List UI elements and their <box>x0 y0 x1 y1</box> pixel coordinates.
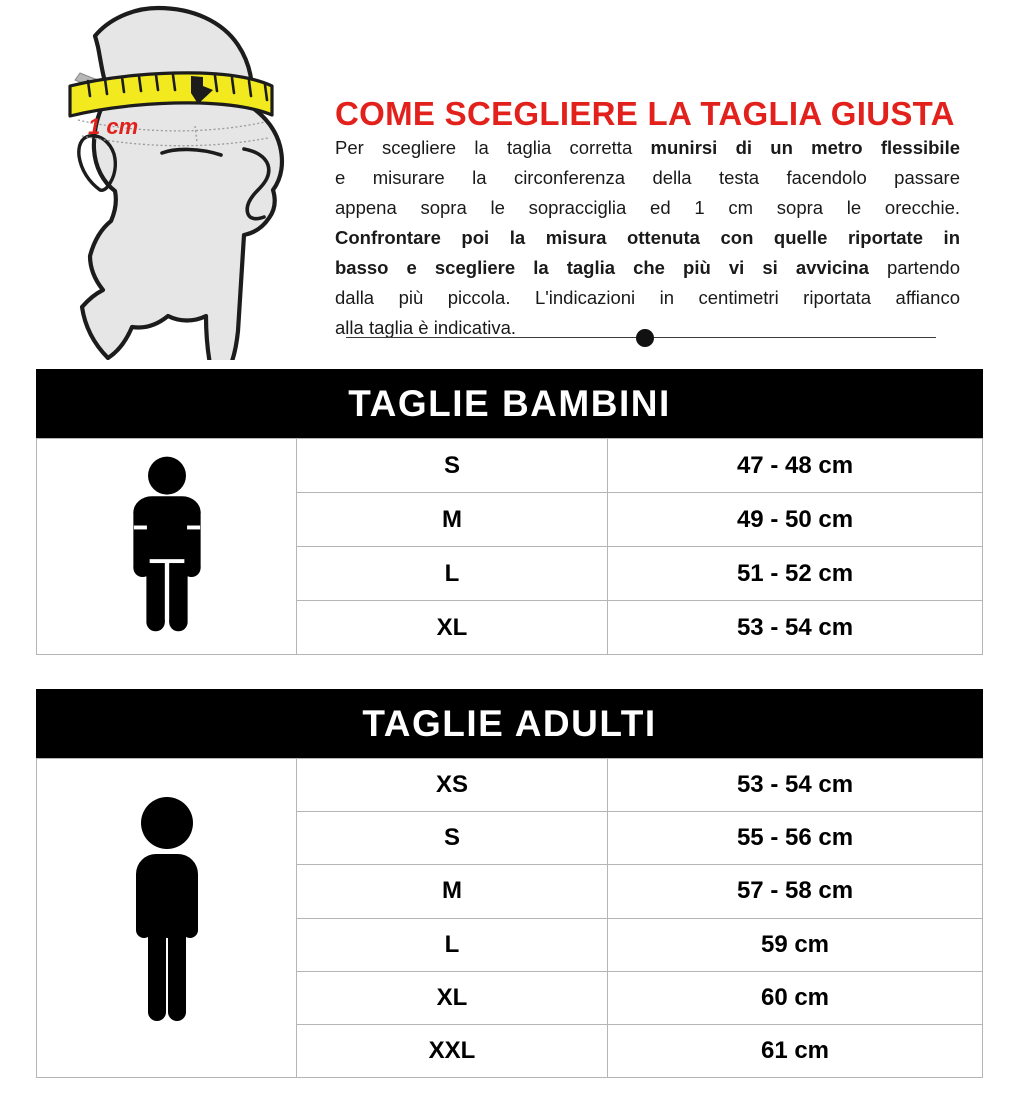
svg-text:1 cm: 1 cm <box>88 114 138 139</box>
